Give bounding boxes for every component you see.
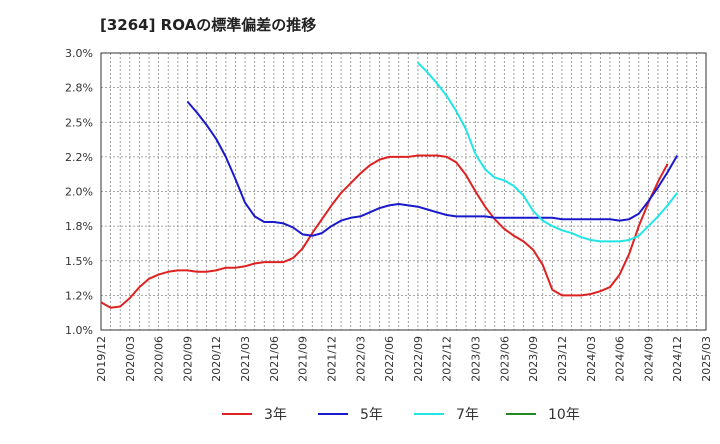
x-tick-label: 2023/03	[470, 336, 483, 382]
y-tick-label: 1.8%	[65, 220, 93, 233]
x-tick-label: 2020/09	[181, 336, 194, 382]
y-tick-label: 2.8%	[65, 82, 93, 95]
x-tick-label: 2020/12	[210, 336, 223, 382]
plot-area	[100, 52, 707, 331]
y-tick-label: 2.2%	[65, 151, 93, 164]
y-tick-label: 2.5%	[65, 116, 93, 129]
x-tick-label: 2022/09	[412, 336, 425, 382]
x-tick-label: 2020/03	[124, 336, 137, 382]
x-tick-label: 2021/12	[325, 336, 338, 382]
x-tick-label: 2023/06	[498, 336, 511, 382]
y-tick-label: 2.0%	[65, 186, 93, 199]
x-tick-label: 2023/09	[527, 336, 540, 382]
x-tick-label: 2022/12	[441, 336, 454, 382]
x-tick-label: 2025/03	[700, 336, 713, 382]
series-line-3	[417, 61, 678, 243]
x-tick-label: 2021/03	[239, 336, 252, 382]
x-tick-label: 2024/06	[614, 336, 627, 382]
x-tick-label: 2022/03	[354, 336, 367, 382]
legend-label-3: 7年	[456, 407, 479, 423]
series-line-2	[186, 100, 679, 237]
chart-title: [3264] ROAの標準偏差の推移	[100, 16, 317, 34]
x-tick-label: 2019/12	[95, 336, 108, 382]
legend-label-1: 3年	[264, 407, 287, 423]
x-tick-label: 2024/12	[671, 336, 684, 382]
y-tick-label: 1.2%	[65, 289, 93, 302]
x-tick-label: 2022/06	[383, 336, 396, 382]
y-tick-label: 1.0%	[65, 324, 93, 337]
y-tick-label: 1.5%	[65, 255, 93, 268]
legend-label-4: 10年	[548, 407, 580, 423]
x-tick-label: 2024/09	[642, 336, 655, 382]
x-tick-label: 2020/06	[153, 336, 166, 382]
x-tick-label: 2023/12	[556, 336, 569, 382]
series-line-1	[100, 154, 669, 309]
legend-label-2: 5年	[360, 407, 383, 423]
x-tick-label: 2024/03	[585, 336, 598, 382]
plot-border	[100, 52, 707, 331]
y-tick-label: 3.0%	[65, 47, 93, 60]
x-tick-label: 2021/09	[297, 336, 310, 382]
x-tick-label: 2021/06	[268, 336, 281, 382]
